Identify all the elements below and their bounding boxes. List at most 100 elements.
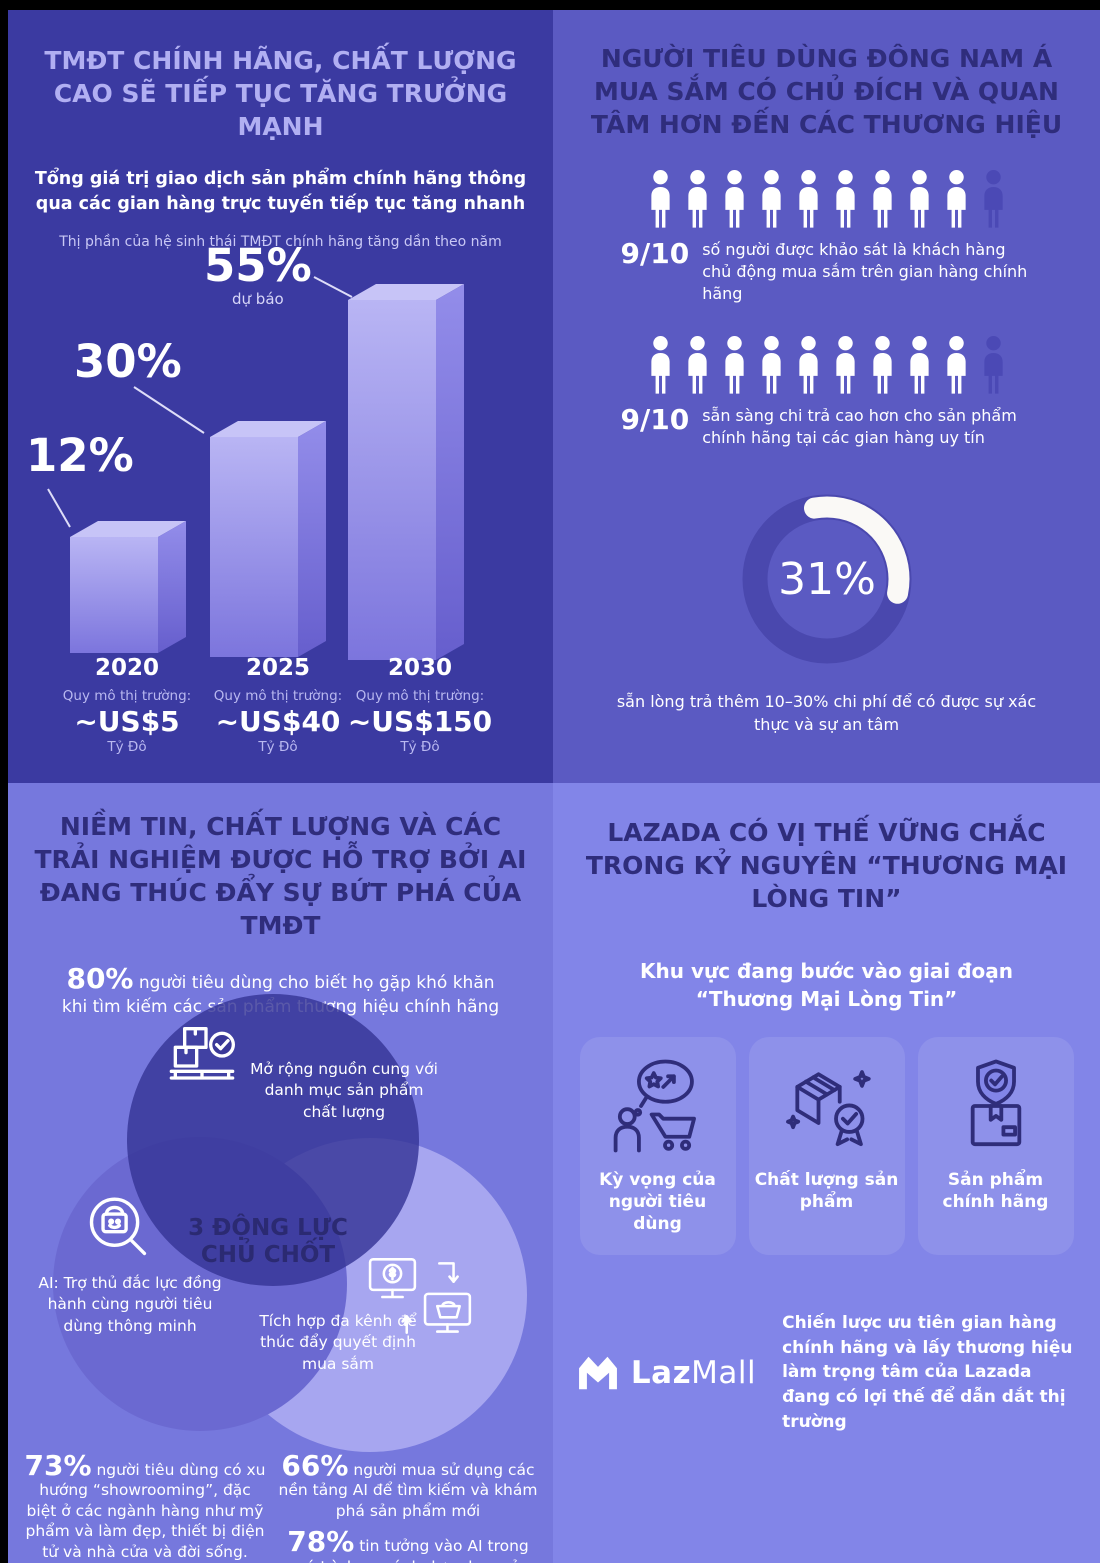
- person-icon: [872, 336, 892, 394]
- market-label-2020: Quy mô thị trường:: [62, 688, 192, 704]
- person-icon: [946, 336, 966, 394]
- driver-stats: 66% người mua sử dụng các nền tảng AI để…: [22, 1451, 539, 1563]
- pictograph-row-1: [553, 169, 1100, 229]
- lead-stat-value: 80%: [66, 962, 134, 995]
- share-label-2020: 12%: [26, 433, 134, 478]
- market-unit-2025: Tỷ Đô: [258, 739, 298, 755]
- lazmall-word-bold: Laz: [630, 1354, 692, 1391]
- share-label-2025: 30%: [74, 339, 182, 384]
- venn-circle-supply: [127, 994, 419, 1286]
- venn-center-label: 3 ĐỘNG LỰC CHỦ CHỐT: [188, 1215, 348, 1269]
- panel-drivers-title: NIỀM TIN, CHẤT LƯỢNG VÀ CÁC TRẢI NGHIỆM …: [34, 812, 527, 940]
- ratio-value-1: 9/10: [620, 237, 690, 270]
- venn-ai-text: AI: Trợ thủ đắc lực đồng hành cùng người…: [38, 1274, 222, 1335]
- panel-growth-note: Thị phần của hệ sinh thái TMĐT chính hãn…: [59, 234, 502, 250]
- stat-row-2: 9/10 sẵn sàng chi trả cao hơn cho sản ph…: [621, 405, 1033, 449]
- stat-66-text: người mua sử dụng các nền tảng AI để tìm…: [278, 1461, 538, 1520]
- bar-2030: [348, 284, 464, 660]
- market-label-2030: Quy mô thị trường:: [355, 688, 485, 704]
- person-icon: [650, 336, 670, 394]
- market-share-bar-chart: 12% 30% 55% dự báo: [8, 235, 553, 665]
- panel-lazada-title: LAZADA CÓ VỊ THẾ VỮNG CHẮC TRONG KỶ NGUY…: [585, 818, 1068, 913]
- panel-growth-subtitle: Tổng giá trị giao dịch sản phẩm chính hã…: [34, 169, 527, 214]
- product-quality-icon: [785, 1070, 871, 1147]
- person-icon: [724, 169, 744, 228]
- panel-drivers: NIỀM TIN, CHẤT LƯỢNG VÀ CÁC TRẢI NGHIỆM …: [8, 783, 553, 1563]
- stat-78-value: 78%: [287, 1525, 355, 1559]
- card-label: Kỳ vọng của người tiêu dùng: [599, 1170, 716, 1235]
- donut-value: 31%: [778, 554, 876, 605]
- person-icon: [798, 169, 818, 228]
- pillar-cards: Kỳ vọng của người tiêu dùng Chất l: [553, 1037, 1100, 1255]
- year-2025: 2025: [245, 655, 310, 681]
- stat-78: 78% tin tưởng vào AI trong quá trình so …: [277, 1527, 539, 1563]
- axis-col-2030: 2030 Quy mô thị trường: ~US$150 Tỷ Đô: [345, 655, 495, 755]
- person-icon: [687, 169, 707, 228]
- person-icon: [835, 169, 855, 228]
- market-value-2020: ~US$5: [74, 705, 180, 738]
- forecast-note: dự báo: [232, 290, 284, 308]
- year-2020: 2020: [94, 655, 159, 681]
- market-value-2030: ~US$150: [347, 705, 493, 738]
- panel-consumers-title: NGƯỜI TIÊU DÙNG ĐÔNG NAM Á MUA SẮM CÓ CH…: [590, 44, 1063, 139]
- market-label-2025: Quy mô thị trường:: [213, 688, 343, 704]
- person-icon: [909, 336, 929, 394]
- person-icon: [650, 169, 670, 228]
- card-label: Chất lượng sản phẩm: [754, 1170, 899, 1213]
- stat-66: 66% người mua sử dụng các nền tảng AI để…: [277, 1451, 539, 1521]
- person-icon: [946, 169, 966, 228]
- venn-omnichannel-text: Tích hợp đa kênh để thúc đẩy quyết định …: [259, 1312, 417, 1373]
- axis-col-2025: 2025 Quy mô thị trường: ~US$40 Tỷ Đô: [203, 655, 353, 755]
- ratio-text-2: sẵn sàng chi trả cao hơn cho sản phẩm ch…: [702, 406, 1017, 448]
- stat-73: 73% người tiêu dùng có xu hướng “showroo…: [22, 1451, 268, 1563]
- lazmall-wordmark: LazMall: [631, 1355, 756, 1391]
- consumer-expectation-icon: [613, 1059, 696, 1153]
- supply-boxes-icon: [169, 1027, 235, 1080]
- lazmall-word-light: Mall: [691, 1354, 757, 1391]
- card-product-quality: Chất lượng sản phẩm: [748, 1037, 905, 1255]
- panel-lazada-subtitle: Khu vực đang bước vào giai đoạn “Thương …: [640, 959, 1013, 1011]
- quadrant-grid: TMĐT CHÍNH HÃNG, CHẤT LƯỢNG CAO SẼ TIẾP …: [8, 10, 1100, 1563]
- person-icon: [724, 336, 744, 394]
- panel-growth-title: TMĐT CHÍNH HÃNG, CHẤT LƯỢNG CAO SẼ TIẾP …: [44, 46, 517, 141]
- stat-66-value: 66%: [281, 1449, 349, 1482]
- person-icon-dim: [983, 169, 1003, 228]
- closing-statement: Chiến lược ưu tiên gian hàng chính hãng …: [782, 1313, 1073, 1432]
- axis-col-2020: 2020 Quy mô thị trường: ~US$5 Tỷ Đô: [52, 655, 202, 755]
- stat-row-1: 9/10 số người được khảo sát là khách hàn…: [621, 239, 1033, 305]
- omnichannel-icon: [368, 1258, 472, 1334]
- share-value-2030: 55%: [204, 239, 312, 292]
- panel-consumers: NGƯỜI TIÊU DÙNG ĐÔNG NAM Á MUA SẮM CÓ CH…: [553, 10, 1100, 783]
- stat-78-text: tin tưởng vào AI trong quá trình so sánh…: [286, 1537, 530, 1563]
- person-icon: [909, 169, 929, 228]
- share-value-2020: 12%: [26, 429, 134, 482]
- donut-caption: sẵn lòng trả thêm 10–30% chi phí để có đ…: [616, 692, 1037, 734]
- stat-73-text: người tiêu dùng có xu hướng “showrooming…: [25, 1461, 266, 1561]
- person-icon: [687, 336, 707, 394]
- person-icon: [835, 336, 855, 394]
- bar-2020: [70, 521, 186, 653]
- ai-search-icon: [89, 1197, 147, 1256]
- share-value-2025: 30%: [74, 335, 182, 388]
- market-unit-2030: Tỷ Đô: [400, 739, 440, 755]
- share-label-2030: 55% dự báo: [204, 243, 312, 307]
- person-icon: [798, 336, 818, 394]
- card-authentic-product: Sản phẩm chính hãng: [917, 1037, 1074, 1255]
- ratio-value-2: 9/10: [620, 403, 690, 437]
- market-unit-2020: Tỷ Đô: [107, 739, 147, 755]
- market-value-2025: ~US$40: [215, 705, 341, 738]
- person-icon: [761, 169, 781, 228]
- venn-supply-text: Mở rộng nguồn cung với danh mục sản phẩm…: [250, 1060, 438, 1121]
- panel-growth: TMĐT CHÍNH HÃNG, CHẤT LƯỢNG CAO SẼ TIẾP …: [8, 10, 553, 783]
- year-2030: 2030: [387, 655, 452, 681]
- person-icon: [761, 336, 781, 394]
- donut-chart: 31%: [553, 481, 1100, 681]
- callout-lines: [47, 276, 353, 528]
- person-icon-dim: [983, 336, 1003, 394]
- ratio-text-1: số người được khảo sát là khách hàng chủ…: [702, 240, 1028, 304]
- card-label: Sản phẩm chính hãng: [942, 1170, 1049, 1213]
- person-icon: [872, 169, 892, 228]
- pictograph-row-2: [553, 335, 1100, 395]
- card-consumer-expectation: Kỳ vọng của người tiêu dùng: [579, 1037, 736, 1255]
- bar-2025: [210, 421, 326, 657]
